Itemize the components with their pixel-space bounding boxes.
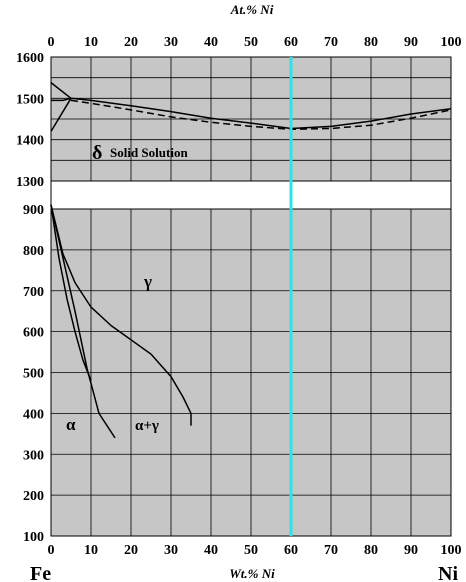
y-tick-label: 1400	[16, 134, 44, 149]
series-line	[50, 82, 452, 130]
top-x-tick-label: 100	[441, 35, 462, 50]
right-component-label: Ni	[438, 563, 458, 582]
delta-solid-solution-label: Solid Solution	[110, 145, 188, 160]
bottom-axis-title: Wt.% Ni	[229, 566, 275, 581]
bottom-x-ticks: 0 10 20 30 40 50 60 70 80 90 100	[48, 543, 462, 558]
top-x-tick-label: 40	[204, 35, 218, 50]
bottom-x-tick-label: 20	[124, 543, 138, 558]
y-tick-label: 1300	[16, 175, 44, 190]
grid	[50, 56, 452, 537]
top-x-ticks: 0 10 20 30 40 50 60 70 80 90 100	[48, 35, 462, 50]
top-x-tick-label: 80	[364, 35, 378, 50]
top-axis-title: At.% Ni	[230, 2, 274, 17]
bottom-x-tick-label: 90	[404, 543, 418, 558]
bottom-x-tick-label: 10	[84, 543, 98, 558]
series-group	[50, 82, 452, 439]
bottom-x-tick-label: 0	[48, 543, 55, 558]
alpha-label: α	[66, 415, 76, 434]
top-x-tick-label: 70	[324, 35, 338, 50]
left-component-label: Fe	[30, 563, 51, 582]
y-tick-label: 200	[23, 489, 44, 504]
y-tick-label: 1600	[16, 51, 44, 66]
top-x-tick-label: 20	[124, 35, 138, 50]
top-x-tick-label: 50	[244, 35, 258, 50]
upper-y-ticks: 1300 1400 1500 1600	[16, 51, 44, 190]
y-tick-label: 800	[23, 244, 44, 259]
bottom-x-tick-label: 40	[204, 543, 218, 558]
series-line	[50, 204, 116, 439]
y-tick-label: 700	[23, 285, 44, 300]
top-x-tick-label: 90	[404, 35, 418, 50]
y-tick-label: 100	[23, 530, 44, 545]
axis-break-band	[50, 180, 452, 210]
y-tick-label: 1500	[16, 92, 44, 107]
bottom-x-tick-label: 50	[244, 543, 258, 558]
y-tick-label: 900	[23, 203, 44, 218]
series-line	[50, 204, 92, 381]
top-x-tick-label: 30	[164, 35, 178, 50]
bottom-x-tick-label: 30	[164, 543, 178, 558]
series-line	[50, 204, 192, 426]
series-line	[51, 97, 72, 102]
y-tick-label: 500	[23, 367, 44, 382]
y-tick-label: 300	[23, 448, 44, 463]
gamma-label: γ	[143, 272, 152, 291]
y-tick-label: 400	[23, 407, 44, 422]
delta-symbol: δ	[92, 142, 102, 164]
bottom-x-tick-label: 70	[324, 543, 338, 558]
bottom-x-tick-label: 100	[441, 543, 462, 558]
top-x-tick-label: 0	[48, 35, 55, 50]
bottom-x-tick-label: 80	[364, 543, 378, 558]
top-x-tick-label: 10	[84, 35, 98, 50]
top-x-tick-label: 60	[284, 35, 298, 50]
series-line	[70, 99, 452, 131]
series-line	[50, 97, 72, 132]
bottom-x-tick-label: 60	[284, 543, 298, 558]
lower-y-ticks: 100 200 300 400 500 600 700 800 900	[23, 203, 44, 545]
y-tick-label: 600	[23, 326, 44, 341]
alpha-gamma-label: α+γ	[135, 418, 159, 434]
